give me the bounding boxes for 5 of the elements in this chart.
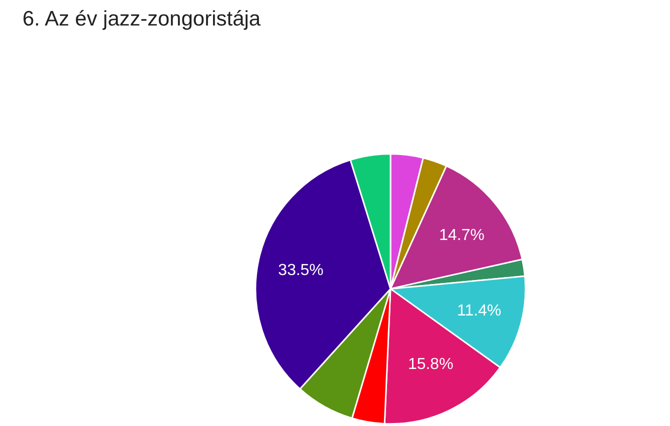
data-label: 11.4% (457, 302, 502, 320)
chart-title: 6. Az év jazz-zongoristája (22, 8, 261, 30)
data-label: 14.7% (439, 227, 484, 244)
data-label: 15.8% (408, 356, 454, 374)
data-label: 33.5% (278, 262, 324, 280)
